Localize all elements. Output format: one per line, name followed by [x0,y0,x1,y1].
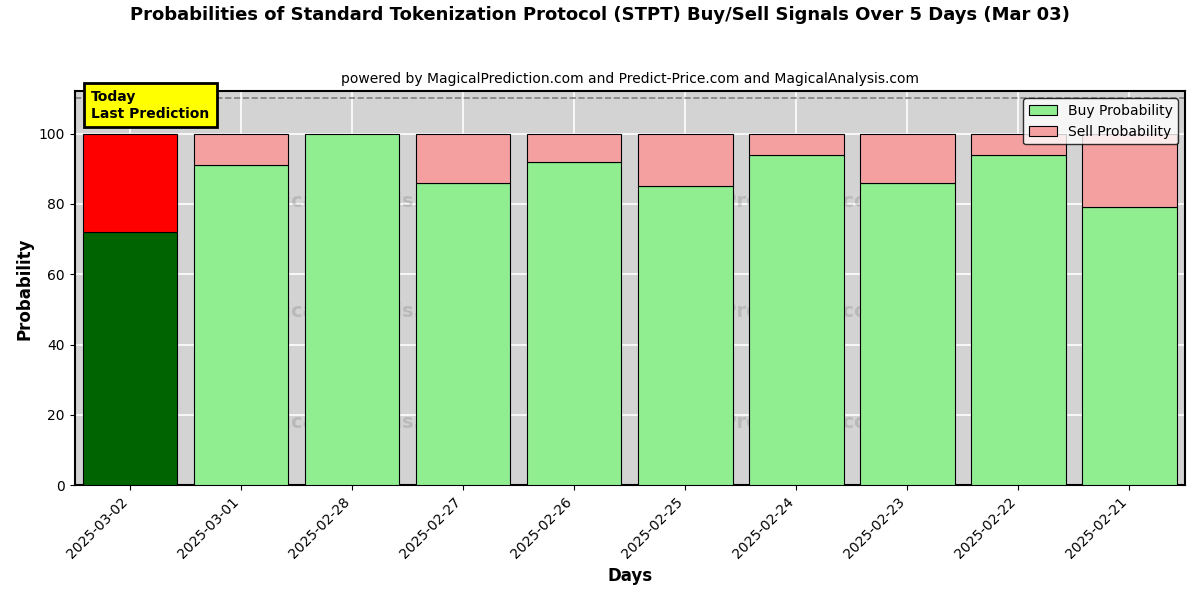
Bar [971,155,1066,485]
Text: MagicalPrediction.com: MagicalPrediction.com [638,302,888,322]
Bar [416,134,510,183]
Bar [971,134,1066,155]
Bar [305,134,400,485]
Bar [194,134,288,165]
Bar [860,183,955,485]
X-axis label: Days: Days [607,567,653,585]
Text: Probabilities of Standard Tokenization Protocol (STPT) Buy/Sell Signals Over 5 D: Probabilities of Standard Tokenization P… [130,6,1070,24]
Bar [527,134,622,161]
Title: powered by MagicalPrediction.com and Predict-Price.com and MagicalAnalysis.com: powered by MagicalPrediction.com and Pre… [341,72,919,86]
Text: MagicalPrediction.com: MagicalPrediction.com [638,192,888,211]
Bar [1082,208,1177,485]
Text: MagicalAnalysis.com: MagicalAnalysis.com [238,192,467,211]
Bar [416,183,510,485]
Legend: Buy Probability, Sell Probability: Buy Probability, Sell Probability [1024,98,1178,145]
Text: MagicalPrediction.com: MagicalPrediction.com [638,413,888,432]
Text: MagicalAnalysis.com: MagicalAnalysis.com [238,302,467,322]
Bar [749,155,844,485]
Y-axis label: Probability: Probability [16,237,34,340]
Bar [638,187,732,485]
Bar [527,161,622,485]
Bar [194,165,288,485]
Bar [83,134,178,232]
Bar [860,134,955,183]
Bar [638,134,732,187]
Text: MagicalAnalysis.com: MagicalAnalysis.com [238,413,467,432]
Bar [83,232,178,485]
Text: Today
Last Prediction: Today Last Prediction [91,91,210,121]
Bar [749,134,844,155]
Bar [1082,134,1177,208]
